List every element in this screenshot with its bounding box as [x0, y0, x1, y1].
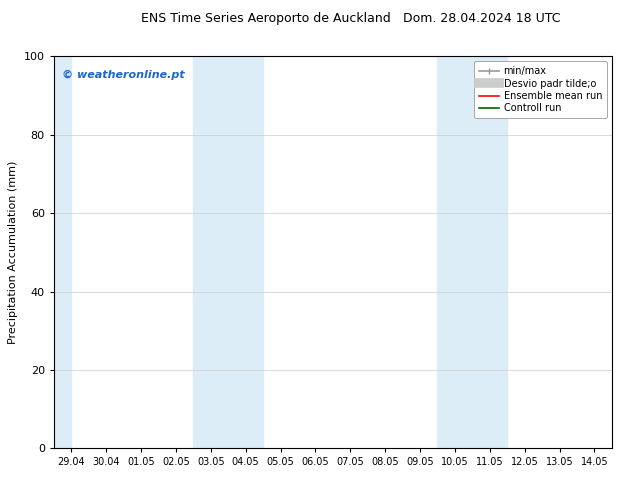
- Legend: min/max, Desvio padr tilde;o, Ensemble mean run, Controll run: min/max, Desvio padr tilde;o, Ensemble m…: [474, 61, 607, 118]
- Bar: [54, 56, 71, 448]
- Y-axis label: Precipitation Accumulation (mm): Precipitation Accumulation (mm): [8, 161, 18, 344]
- Bar: [193, 56, 263, 448]
- Text: ENS Time Series Aeroporto de Auckland: ENS Time Series Aeroporto de Auckland: [141, 12, 391, 25]
- Text: © weatheronline.pt: © weatheronline.pt: [62, 70, 185, 80]
- Text: Dom. 28.04.2024 18 UTC: Dom. 28.04.2024 18 UTC: [403, 12, 560, 25]
- Bar: [437, 56, 507, 448]
